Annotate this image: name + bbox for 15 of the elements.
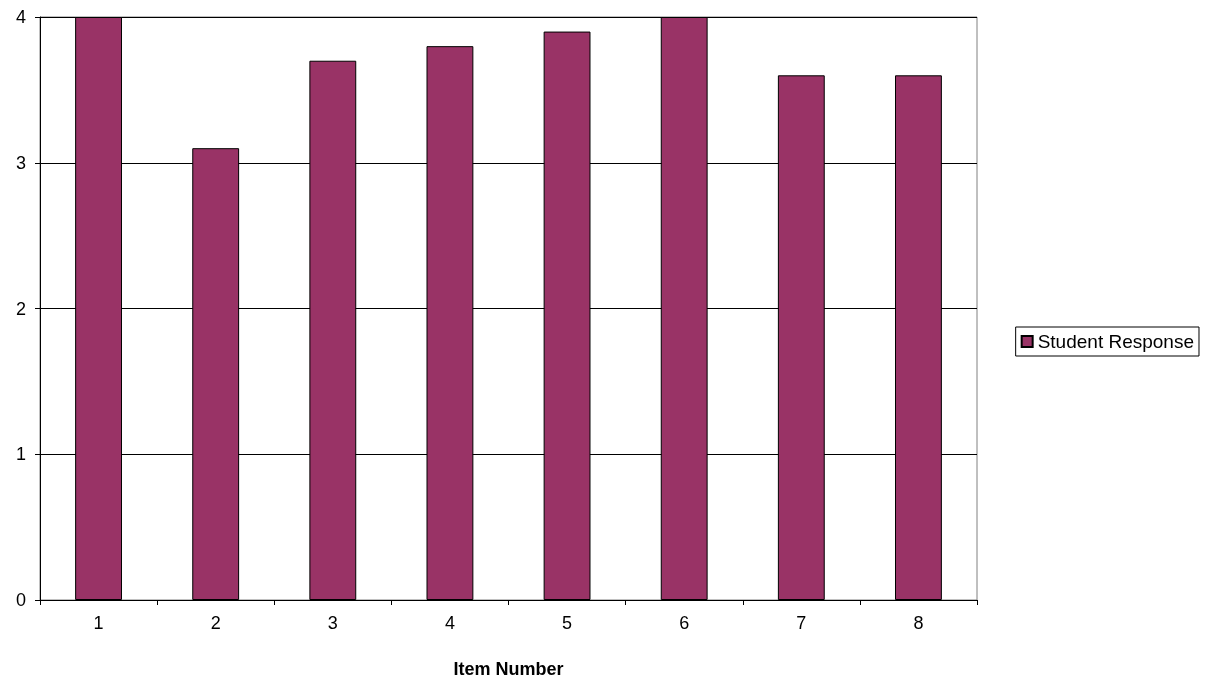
x-tick-label: 7 — [796, 613, 807, 633]
y-tick-label: 0 — [15, 590, 26, 610]
x-tick-label: 2 — [210, 613, 221, 633]
x-axis-title: Item Number — [453, 659, 564, 679]
y-tick-label: 4 — [15, 7, 26, 27]
y-tick-label: 2 — [15, 298, 26, 319]
x-tick-label: 4 — [444, 613, 455, 633]
x-tick-label: 6 — [679, 613, 690, 633]
y-tick-label: 1 — [15, 444, 26, 465]
x-tick-label: 8 — [913, 613, 924, 633]
y-tick-label: 3 — [15, 152, 26, 173]
x-tick-label: 3 — [327, 613, 338, 633]
x-tick-label: 5 — [562, 613, 573, 633]
x-tick-label: 1 — [93, 613, 104, 633]
legend-label: Student Response — [1037, 331, 1195, 352]
